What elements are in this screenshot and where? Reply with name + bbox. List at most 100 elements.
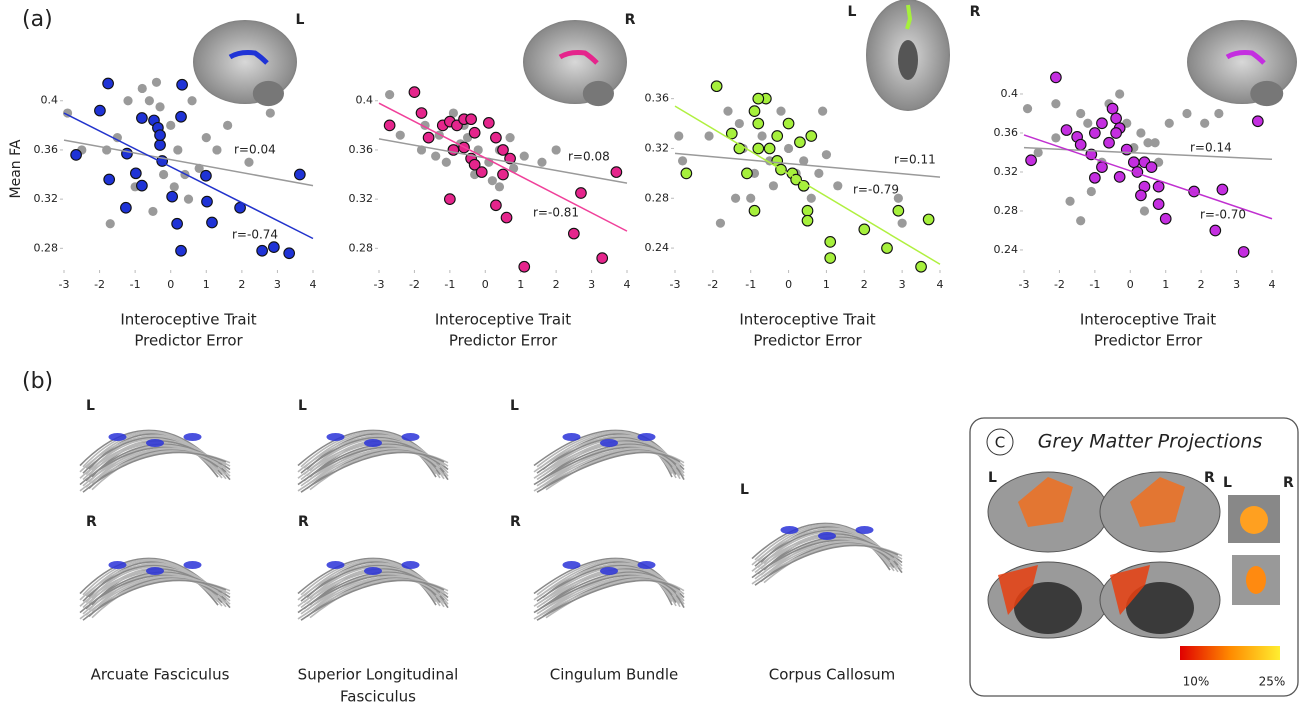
tract-highlight: [637, 561, 656, 569]
data-point: [293, 168, 306, 181]
fit-line: [378, 138, 628, 184]
data-point: [265, 108, 275, 118]
data-point: [1076, 108, 1086, 119]
data-point: [922, 213, 935, 226]
brain-inset-cerebellum: [1250, 80, 1284, 107]
data-point: [490, 131, 502, 144]
data-point: [752, 92, 765, 105]
data-point: [169, 182, 179, 192]
x-tick-label: -2: [1054, 278, 1065, 291]
hemisphere-label: L: [848, 4, 857, 20]
x-tick-label: 0: [482, 278, 489, 291]
data-point: [1127, 156, 1140, 169]
brain-inset-cerebellum: [252, 80, 284, 107]
data-point: [892, 204, 905, 217]
data-point: [551, 145, 561, 155]
view-label: L: [740, 482, 749, 498]
data-point: [500, 211, 513, 224]
tract-highlight: [183, 433, 202, 441]
data-point: [494, 182, 505, 192]
panel-label: (a): [22, 7, 53, 32]
data-point: [383, 119, 396, 132]
data-point: [1060, 124, 1073, 136]
fiber: [533, 446, 673, 486]
data-point: [1110, 127, 1122, 139]
data-point: [123, 96, 133, 106]
x-tick-label: -3: [670, 278, 681, 291]
data-point: [821, 150, 832, 160]
correlation-label: r=-0.79: [853, 183, 899, 197]
medial-wall: [1014, 582, 1082, 634]
x-tick-label: 1: [823, 278, 830, 291]
data-point: [801, 204, 814, 217]
data-point: [497, 144, 509, 156]
view-label: L: [510, 398, 519, 414]
data-point: [1086, 186, 1096, 197]
data-point: [1065, 196, 1075, 206]
x-tick-label: -1: [130, 278, 141, 291]
fiber: [85, 448, 227, 488]
fiber: [309, 578, 437, 619]
data-point: [408, 86, 421, 98]
fiber: [757, 541, 899, 581]
x-tick-label: 2: [553, 278, 560, 291]
x-tick-label: 3: [588, 278, 595, 291]
data-point: [799, 156, 809, 166]
data-point: [1200, 118, 1210, 128]
y-tick-label: 0.24: [645, 241, 670, 254]
x-tick-label: 1: [517, 278, 524, 291]
data-point: [763, 142, 776, 155]
data-point: [782, 117, 795, 130]
data-point: [1152, 180, 1165, 193]
projection: [1018, 477, 1073, 527]
view-label: L: [86, 398, 95, 414]
data-point: [256, 244, 268, 257]
tract-highlight: [562, 433, 581, 441]
tract-highlight: [146, 567, 164, 575]
y-tick-label: 0.32: [994, 165, 1019, 178]
fit-line: [63, 112, 314, 240]
data-point: [105, 219, 115, 229]
data-point: [155, 102, 165, 112]
y-tick-label: 0.4: [356, 94, 374, 107]
x-tick-label: 4: [1269, 278, 1276, 291]
tract-highlight: [562, 561, 581, 569]
tract-highlight: [146, 439, 164, 447]
data-point: [175, 110, 187, 123]
fit-line: [674, 105, 941, 265]
data-point: [212, 145, 222, 155]
fit-line: [674, 152, 941, 178]
data-point: [1051, 133, 1061, 143]
fiber: [306, 449, 441, 490]
coronal-projection: [1240, 506, 1268, 534]
y-tick-label: 0.4: [41, 94, 59, 107]
data-point: [1022, 104, 1033, 114]
fiber: [91, 578, 219, 619]
x-tick-label: 2: [861, 278, 868, 291]
view-label: R: [86, 514, 97, 530]
data-point: [752, 117, 765, 130]
data-point: [137, 83, 147, 94]
data-point: [1139, 206, 1150, 216]
x-axis-label: Interoceptive Trait: [739, 311, 875, 329]
fiber: [82, 451, 227, 493]
data-point: [102, 77, 114, 90]
data-point: [103, 173, 116, 186]
colorbar-label: 10%: [1183, 675, 1210, 689]
fiber: [300, 579, 445, 621]
hemisphere-label: R: [1283, 475, 1294, 491]
x-tick-label: -3: [59, 278, 70, 291]
hemisphere-label: R: [1204, 470, 1215, 486]
fit-line: [1023, 146, 1273, 161]
projection: [998, 565, 1038, 615]
correlation-label: r=0.11: [894, 153, 936, 167]
fiber: [79, 574, 219, 614]
fiber: [539, 448, 681, 488]
data-point: [173, 145, 183, 155]
colorbar: [1180, 646, 1280, 660]
x-axis-label: Predictor Error: [449, 332, 558, 350]
data-point: [734, 118, 744, 129]
y-tick-label: 0.28: [34, 241, 59, 254]
